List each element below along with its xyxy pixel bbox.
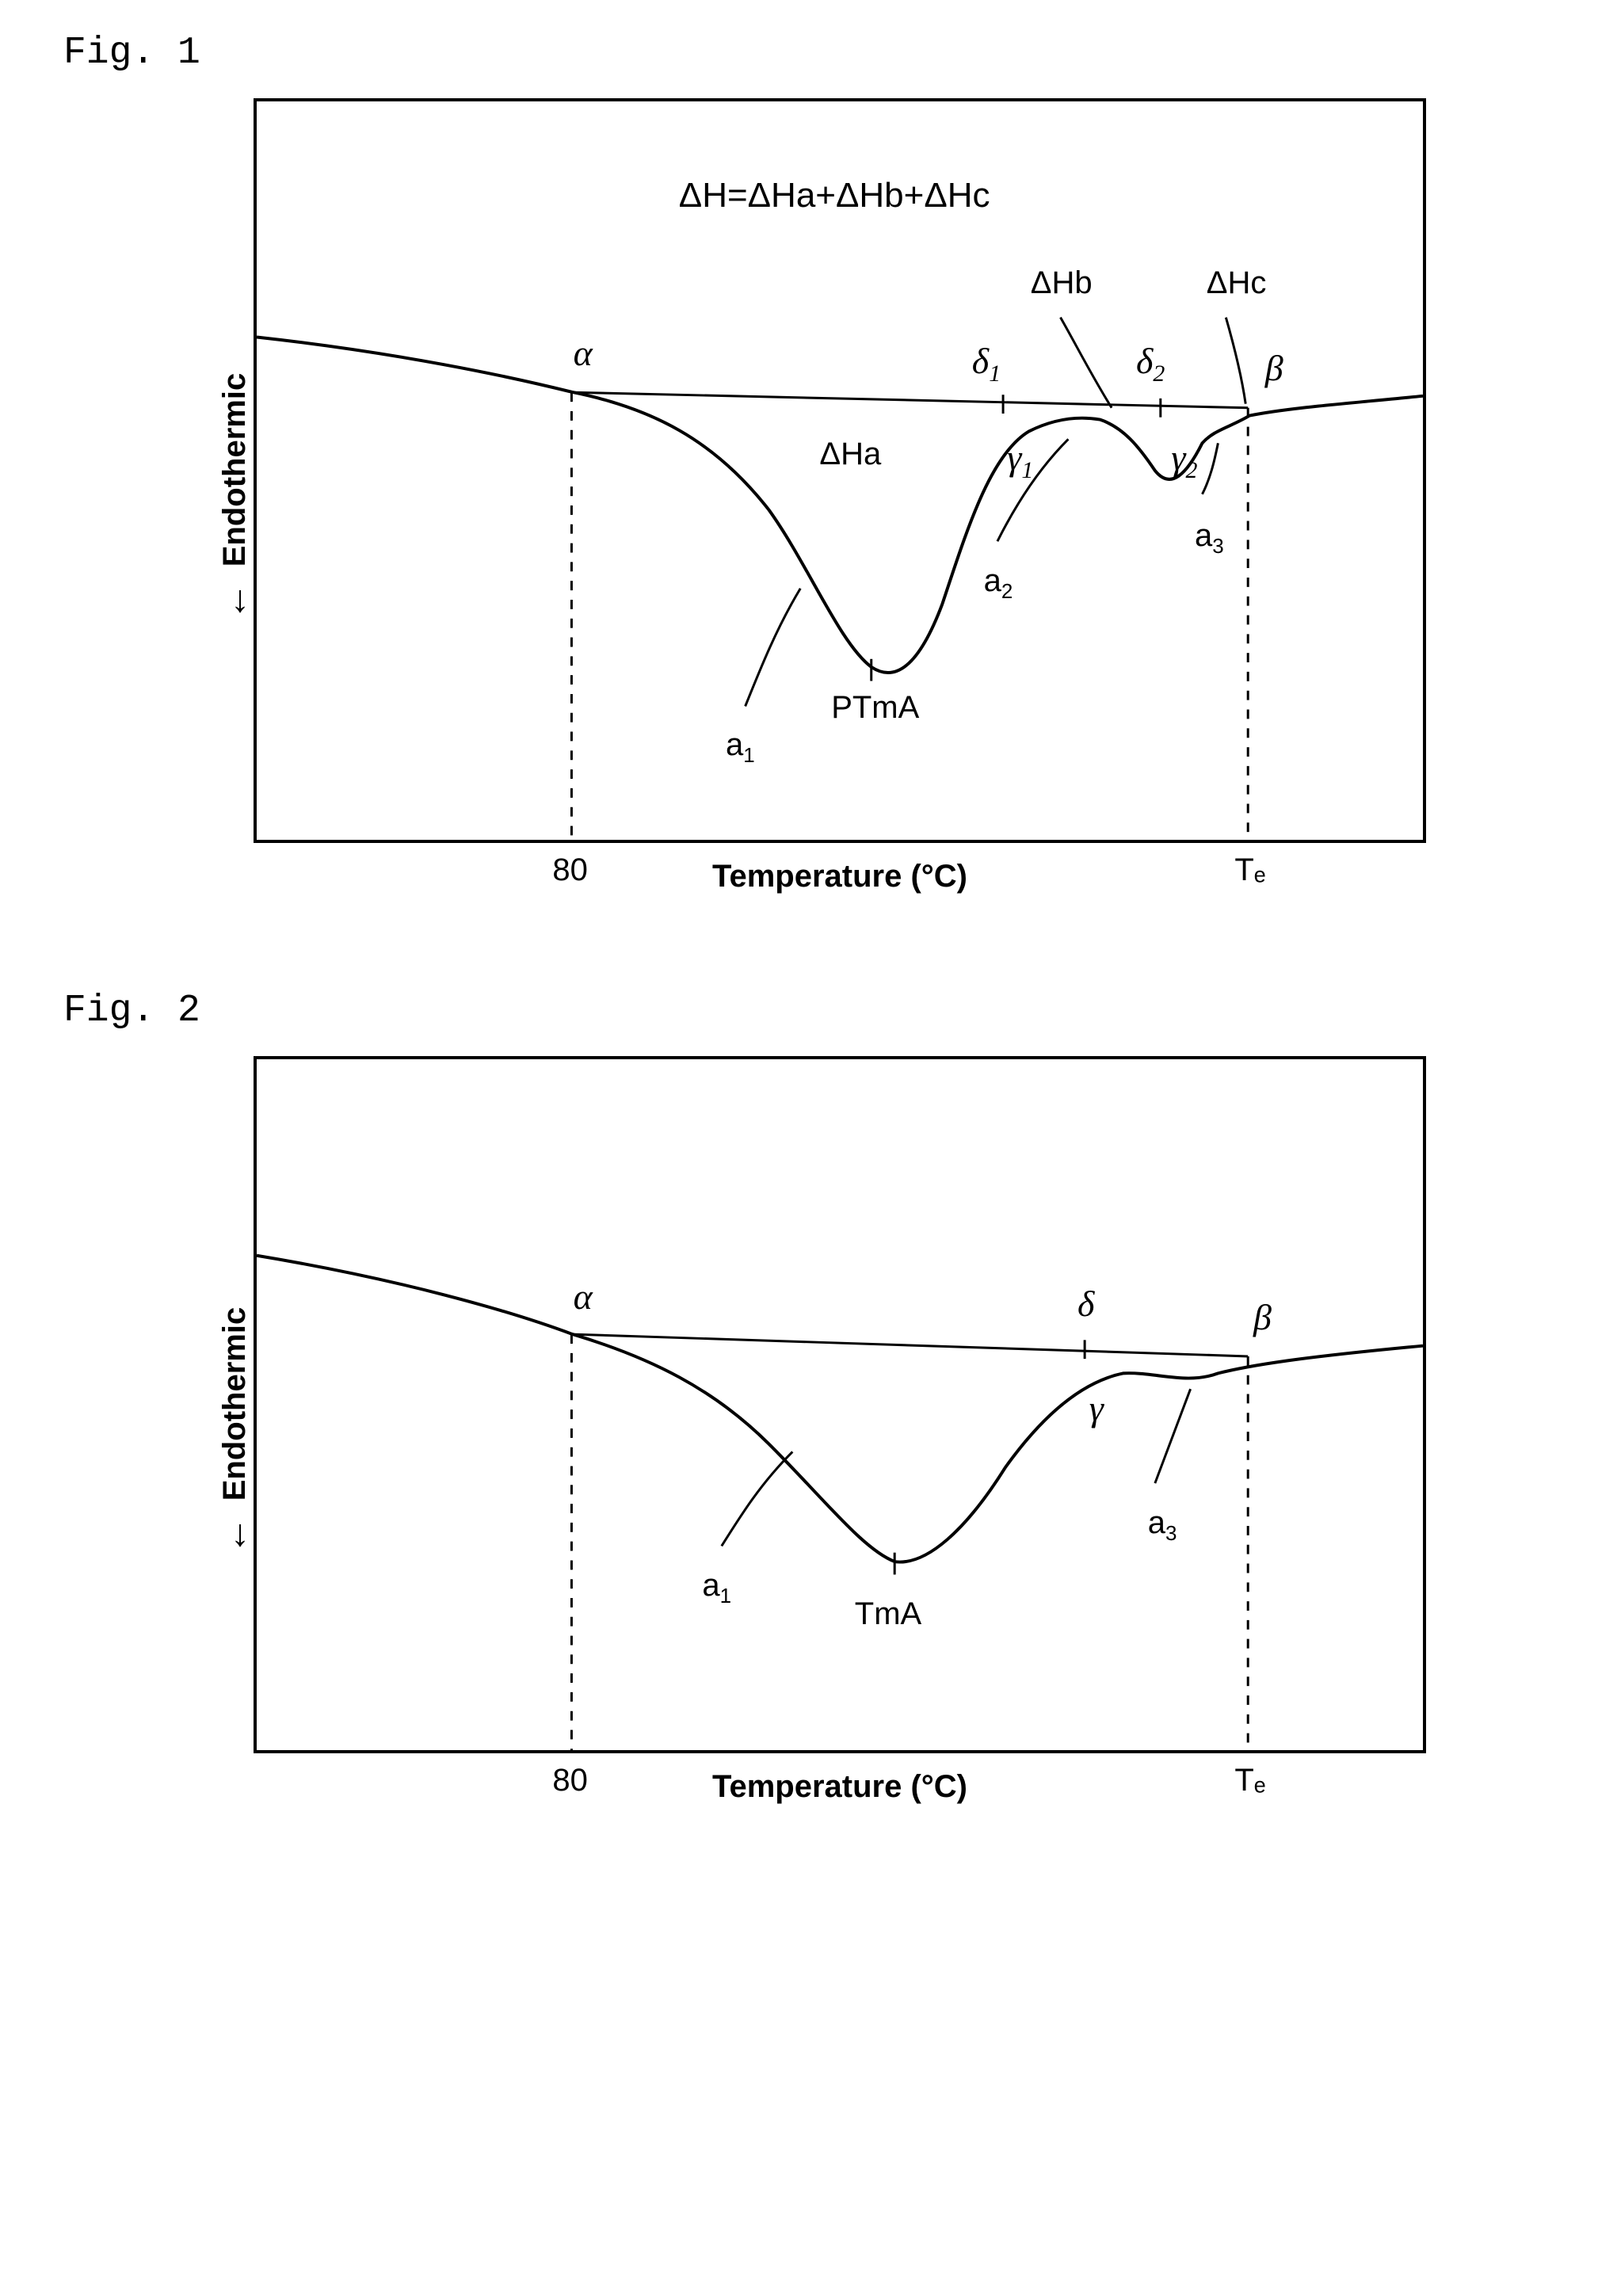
annotation-label: α: [574, 1276, 593, 1318]
figure-1-label: Fig. 1: [63, 32, 1566, 74]
endothermic-arrow-icon: ←: [215, 1516, 254, 1554]
chart-box-1: ΔH=ΔHa+ΔHb+ΔHc α β δ1 δ2 γ1 γ2 ΔHa ΔHb ΔHc PTmA a1 a…: [254, 98, 1426, 843]
chart-box-2: α β δ γ TmA a1 a3: [254, 1056, 1426, 1753]
y-axis-label-2: Endothermic: [217, 1306, 253, 1500]
pointer-line: [1155, 1389, 1191, 1483]
y-axis-group-2: ← Endothermic: [215, 1306, 254, 1554]
plot-svg-2: [257, 1059, 1423, 1750]
x-tick-label: 80: [552, 852, 588, 888]
enthalpy-formula: ΔH=ΔHa+ΔHb+ΔHc: [679, 176, 990, 215]
pointer-line: [1060, 318, 1112, 408]
annotation-label: γ2: [1171, 437, 1197, 484]
x-tick-label: Tₑ: [1234, 852, 1265, 888]
pointer-line: [722, 1451, 793, 1546]
annotation-label: β: [1253, 1296, 1272, 1338]
annotation-label: γ1: [1007, 437, 1033, 484]
figure-2-label: Fig. 2: [63, 990, 1566, 1032]
annotation-label: a1: [726, 727, 755, 768]
figure-2-wrap: ← Endothermic αβδγTmAa1a3 Temperature (°…: [254, 1056, 1426, 1805]
annotation-label: PTmA: [831, 690, 919, 726]
pointer-line: [1203, 443, 1219, 494]
annotation-label: TmA: [855, 1596, 921, 1632]
annotation-label: δ: [1077, 1283, 1094, 1325]
baseline: [571, 1334, 1248, 1356]
annotation-label: α: [574, 332, 593, 374]
figure-1-wrap: ← Endothermic ΔH=ΔHa+ΔHb+ΔHcαβδ1δ2γ1γ2ΔH…: [254, 98, 1426, 894]
annotation-label: a2: [984, 563, 1013, 604]
y-axis-label-1: Endothermic: [217, 372, 253, 566]
annotation-label: ΔHa: [819, 437, 881, 472]
annotation-label: δ2: [1136, 340, 1165, 387]
x-tick-label: Tₑ: [1234, 1763, 1265, 1798]
endothermic-arrow-icon: ←: [215, 582, 254, 620]
annotation-label: γ: [1089, 1387, 1104, 1429]
baseline: [571, 392, 1248, 408]
annotation-label: δ1: [972, 340, 1001, 387]
annotation-label: ΔHb: [1031, 265, 1093, 301]
annotation-label: a1: [702, 1568, 731, 1608]
x-tick-label: 80: [552, 1763, 588, 1798]
annotation-label: a3: [1148, 1505, 1177, 1546]
annotation-label: β: [1265, 347, 1283, 389]
annotation-label: ΔHc: [1207, 265, 1267, 301]
pointer-line: [1226, 318, 1245, 404]
pointer-line: [746, 589, 801, 707]
y-axis-group-1: ← Endothermic: [215, 372, 254, 620]
annotation-label: a3: [1195, 518, 1224, 559]
